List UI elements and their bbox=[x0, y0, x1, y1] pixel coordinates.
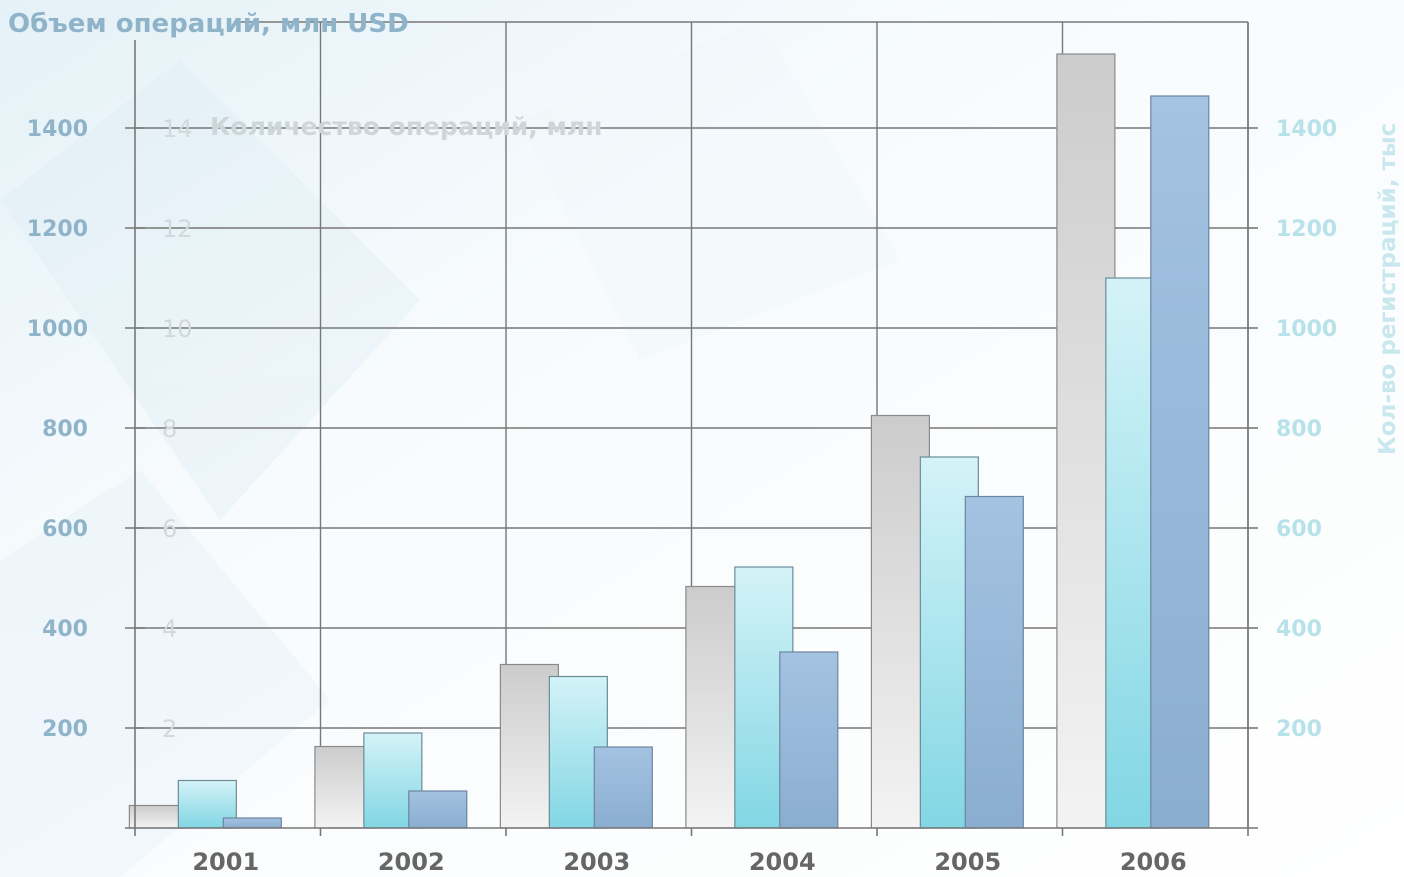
left-tick-label: 1000 bbox=[27, 317, 88, 342]
tick-labels: 200 400 600 800 1000 1200 1400 2 4 6 8 10 12 14 200 400… bbox=[27, 115, 1337, 743]
right-tick-label: 800 bbox=[1276, 417, 1322, 442]
bar-2-2002 bbox=[408, 790, 468, 829]
right-axis-title: Кол-во регистраций, тыс bbox=[1375, 123, 1401, 455]
category-labels: 2001 2002 2003 2004 2005 2006 bbox=[192, 848, 1186, 876]
category-label-2004: 2004 bbox=[749, 848, 816, 876]
background-decoration bbox=[0, 20, 900, 877]
right-tick-label: 1000 bbox=[1276, 317, 1337, 342]
right-tick-label: 600 bbox=[1276, 517, 1322, 542]
mid-tick-label: 2 bbox=[162, 715, 177, 743]
left-axis-title: Объем операций, млн USD bbox=[8, 9, 409, 39]
mid-tick-label: 10 bbox=[162, 315, 193, 343]
left-tick-label: 600 bbox=[42, 517, 88, 542]
bar-2-2006 bbox=[1150, 95, 1210, 829]
left-tick-label: 400 bbox=[42, 617, 88, 642]
right-tick-label: 1400 bbox=[1276, 117, 1337, 142]
axes-lines bbox=[125, 22, 1258, 836]
left-tick-label: 200 bbox=[42, 717, 88, 742]
mid-tick-label: 12 bbox=[162, 215, 193, 243]
left-tick-label: 800 bbox=[42, 417, 88, 442]
bar-2-2005 bbox=[964, 495, 1024, 829]
bar-2-2004 bbox=[779, 651, 839, 829]
category-label-2001: 2001 bbox=[192, 848, 259, 876]
mid-axis-title: Количество операций, млн bbox=[210, 112, 603, 141]
right-tick-label: 400 bbox=[1276, 617, 1322, 642]
mid-tick-label: 6 bbox=[162, 515, 177, 543]
left-tick-label: 1200 bbox=[27, 217, 88, 242]
category-label-2003: 2003 bbox=[563, 848, 630, 876]
bar-2-2001 bbox=[222, 817, 282, 829]
left-tick-label: 1400 bbox=[27, 117, 88, 142]
bars bbox=[128, 53, 1210, 829]
mid-tick-label: 14 bbox=[162, 115, 193, 143]
category-label-2002: 2002 bbox=[378, 848, 445, 876]
mid-tick-label: 4 bbox=[162, 615, 177, 643]
category-label-2005: 2005 bbox=[934, 848, 1001, 876]
bar-0-2002 bbox=[314, 745, 374, 829]
bar-0-2003 bbox=[499, 663, 559, 829]
right-tick-label: 1200 bbox=[1276, 217, 1337, 242]
bar-0-2006 bbox=[1056, 53, 1116, 829]
right-tick-label: 200 bbox=[1276, 717, 1322, 742]
mid-tick-label: 8 bbox=[162, 415, 177, 443]
category-label-2006: 2006 bbox=[1120, 848, 1187, 876]
bar-2-2003 bbox=[593, 746, 653, 829]
